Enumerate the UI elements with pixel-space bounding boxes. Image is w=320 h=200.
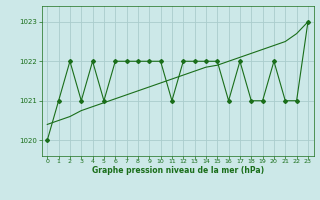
X-axis label: Graphe pression niveau de la mer (hPa): Graphe pression niveau de la mer (hPa): [92, 166, 264, 175]
